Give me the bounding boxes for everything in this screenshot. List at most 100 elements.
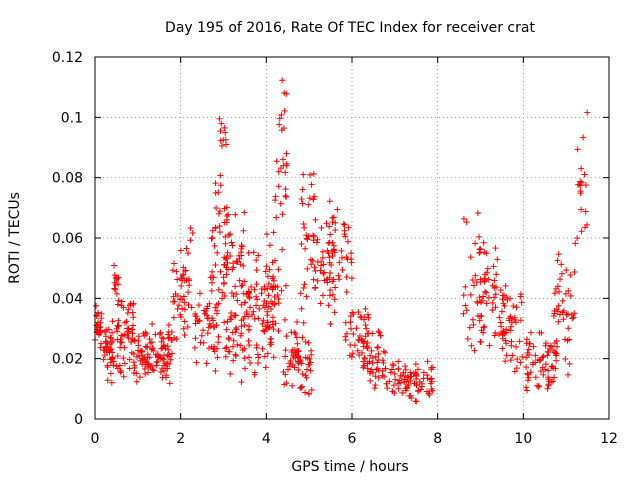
data-point bbox=[527, 329, 534, 336]
data-point bbox=[582, 224, 589, 231]
data-point bbox=[309, 257, 316, 264]
data-point bbox=[474, 209, 481, 216]
data-point bbox=[338, 247, 345, 254]
data-point bbox=[275, 266, 282, 273]
data-point bbox=[532, 352, 539, 359]
data-point bbox=[312, 216, 319, 223]
data-point bbox=[157, 329, 164, 336]
data-point bbox=[142, 370, 149, 377]
data-point bbox=[250, 249, 257, 256]
data-point bbox=[238, 301, 245, 308]
data-point bbox=[498, 308, 505, 315]
data-point bbox=[319, 254, 326, 261]
data-point bbox=[460, 292, 467, 299]
data-point bbox=[293, 334, 300, 341]
data-point bbox=[158, 345, 165, 352]
data-point bbox=[416, 379, 423, 386]
data-point bbox=[532, 374, 539, 381]
data-point bbox=[177, 314, 184, 321]
data-point bbox=[200, 339, 207, 346]
data-point bbox=[413, 381, 420, 388]
data-point bbox=[226, 336, 233, 343]
data-point bbox=[279, 246, 286, 253]
data-point bbox=[107, 334, 114, 341]
data-point bbox=[563, 267, 570, 274]
data-point bbox=[217, 182, 224, 189]
data-point bbox=[262, 364, 269, 371]
data-point bbox=[382, 365, 389, 372]
data-point bbox=[241, 278, 248, 285]
data-point bbox=[376, 329, 383, 336]
data-point bbox=[336, 259, 343, 266]
data-point bbox=[473, 278, 480, 285]
data-point bbox=[412, 398, 419, 405]
data-point bbox=[331, 296, 338, 303]
data-point bbox=[574, 146, 581, 153]
data-point bbox=[392, 376, 399, 383]
data-point bbox=[405, 381, 412, 388]
data-point bbox=[560, 316, 567, 323]
data-point bbox=[424, 372, 431, 379]
data-point bbox=[550, 313, 557, 320]
data-point bbox=[554, 257, 561, 264]
data-point bbox=[229, 343, 236, 350]
data-point bbox=[330, 214, 337, 221]
data-point bbox=[492, 245, 499, 252]
data-point bbox=[402, 366, 409, 373]
data-point bbox=[372, 382, 379, 389]
data-point bbox=[462, 283, 469, 290]
data-point bbox=[164, 360, 171, 367]
data-point bbox=[364, 330, 371, 337]
data-point bbox=[238, 242, 245, 249]
data-point bbox=[270, 282, 277, 289]
data-point bbox=[108, 379, 115, 386]
data-point bbox=[524, 349, 531, 356]
data-point bbox=[493, 271, 500, 278]
data-point bbox=[118, 332, 125, 339]
data-point bbox=[349, 350, 356, 357]
data-point bbox=[247, 360, 254, 367]
data-point bbox=[545, 381, 552, 388]
data-point bbox=[460, 215, 467, 222]
data-point bbox=[185, 276, 192, 283]
data-point bbox=[301, 224, 308, 231]
data-point bbox=[227, 231, 234, 238]
data-point bbox=[399, 389, 406, 396]
axis-ticks bbox=[94, 56, 610, 420]
data-point bbox=[264, 273, 271, 280]
data-point bbox=[291, 364, 298, 371]
data-point bbox=[298, 305, 305, 312]
data-point bbox=[381, 373, 388, 380]
data-point bbox=[382, 349, 389, 356]
grid-lines bbox=[95, 57, 609, 419]
data-point bbox=[180, 264, 187, 271]
data-point bbox=[246, 293, 253, 300]
data-point bbox=[239, 282, 246, 289]
data-point bbox=[331, 309, 338, 316]
data-point bbox=[111, 272, 118, 279]
data-point bbox=[182, 268, 189, 275]
data-point bbox=[375, 367, 382, 374]
data-point bbox=[523, 364, 530, 371]
data-point bbox=[527, 369, 534, 376]
data-point bbox=[263, 263, 270, 270]
data-point bbox=[348, 259, 355, 266]
data-point bbox=[249, 311, 256, 318]
data-point bbox=[384, 385, 391, 392]
x-tick-label: 0 bbox=[91, 431, 100, 447]
data-point bbox=[364, 344, 371, 351]
data-point bbox=[303, 366, 310, 373]
data-point bbox=[222, 345, 229, 352]
data-point bbox=[299, 186, 306, 193]
data-point bbox=[234, 341, 241, 348]
data-point bbox=[184, 324, 191, 331]
data-point bbox=[123, 318, 130, 325]
data-point bbox=[500, 329, 507, 336]
data-point bbox=[152, 351, 159, 358]
data-point bbox=[253, 281, 260, 288]
data-point bbox=[242, 299, 249, 306]
data-point bbox=[191, 344, 198, 351]
data-point bbox=[281, 107, 288, 114]
data-point bbox=[136, 374, 143, 381]
data-point bbox=[302, 245, 309, 252]
